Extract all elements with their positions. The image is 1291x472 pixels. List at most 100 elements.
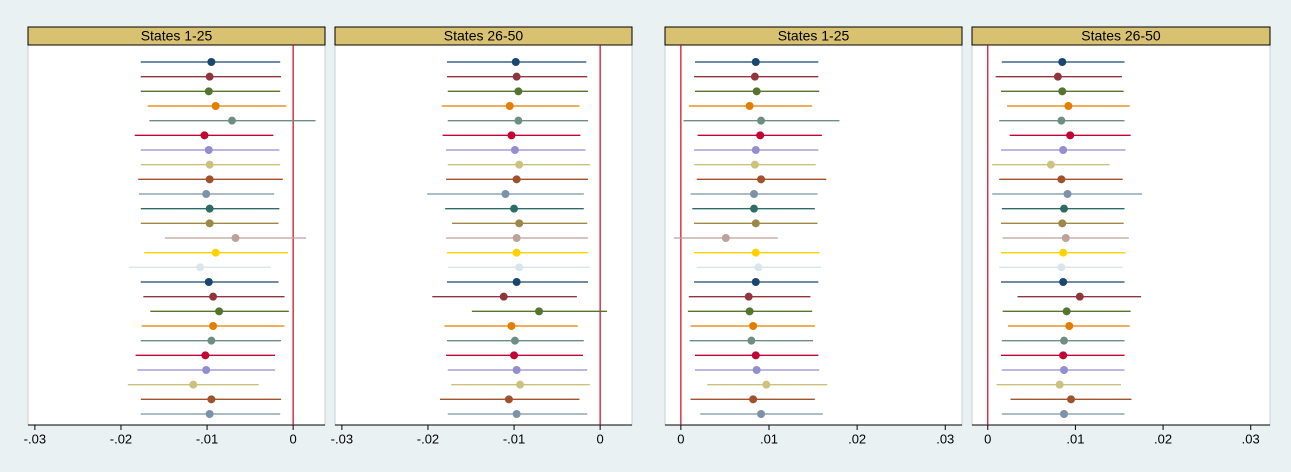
- point-estimate: [515, 160, 524, 169]
- point-estimate: [207, 58, 216, 66]
- panel: [971, 44, 1271, 426]
- point-estimate: [1059, 146, 1068, 154]
- point-estimate: [202, 366, 211, 374]
- point-estimate: [201, 351, 210, 360]
- point-estimate: [231, 234, 240, 242]
- point-estimate: [1058, 87, 1067, 96]
- point-estimate: [228, 116, 237, 125]
- point-estimate: [1057, 116, 1066, 125]
- point-estimate: [204, 278, 213, 286]
- point-estimate: [510, 146, 519, 154]
- point-estimate: [505, 102, 514, 110]
- point-estimate: [209, 292, 218, 301]
- point-estimate: [514, 87, 523, 96]
- panel-header: [334, 26, 633, 46]
- point-estimate: [215, 307, 224, 316]
- point-estimate: [211, 248, 220, 257]
- point-estimate: [1060, 410, 1069, 418]
- point-estimate: [200, 131, 209, 140]
- x-tick-label: 0: [597, 431, 604, 446]
- point-estimate: [205, 175, 214, 184]
- point-estimate: [512, 410, 521, 418]
- point-estimate: [750, 190, 759, 198]
- point-estimate: [205, 219, 214, 228]
- point-estimate: [535, 307, 544, 316]
- x-tick-label: .02: [848, 431, 866, 446]
- point-estimate: [499, 292, 508, 301]
- point-estimate: [750, 204, 759, 213]
- point-estimate: [510, 336, 519, 345]
- point-estimate: [205, 204, 214, 213]
- panel-header: [971, 26, 1271, 46]
- point-estimate: [504, 395, 513, 404]
- panel: [334, 44, 633, 426]
- point-estimate: [1055, 380, 1064, 389]
- point-estimate: [756, 131, 765, 140]
- panel-header: [664, 26, 963, 46]
- point-estimate: [1060, 204, 1069, 213]
- x-tick-label: .01: [760, 431, 778, 446]
- point-estimate: [751, 278, 760, 286]
- point-estimate: [507, 131, 516, 140]
- point-estimate: [751, 58, 760, 66]
- point-estimate: [745, 307, 754, 316]
- point-estimate: [510, 204, 519, 213]
- x-tick-label: -.01: [503, 431, 525, 446]
- point-estimate: [754, 263, 763, 272]
- x-tick-label: 0: [677, 431, 684, 446]
- point-estimate: [751, 146, 760, 154]
- point-estimate: [515, 219, 524, 228]
- point-estimate: [750, 160, 759, 169]
- panel-title: States 26-50: [1081, 28, 1161, 44]
- x-tick-label: .02: [1154, 431, 1172, 446]
- point-estimate: [1060, 336, 1069, 345]
- point-estimate: [512, 278, 521, 286]
- point-estimate: [749, 395, 758, 404]
- point-estimate: [1063, 190, 1072, 198]
- x-tick-label: -.03: [331, 431, 353, 446]
- point-estimate: [205, 410, 214, 418]
- point-estimate: [751, 248, 760, 257]
- point-estimate: [1058, 219, 1067, 228]
- point-estimate: [516, 380, 525, 389]
- point-estimate: [1064, 102, 1073, 110]
- point-estimate: [1067, 395, 1076, 404]
- point-estimate: [209, 322, 218, 330]
- point-estimate: [512, 248, 521, 257]
- point-estimate: [751, 219, 760, 228]
- x-tick-label: -.03: [24, 431, 46, 446]
- panel-title: States 1-25: [778, 28, 850, 44]
- panel-header: [27, 26, 326, 46]
- point-estimate: [205, 160, 214, 169]
- point-estimate: [721, 234, 730, 242]
- x-tick-label: -.01: [196, 431, 218, 446]
- panel: [27, 44, 326, 426]
- x-tick-label: -.02: [417, 431, 439, 446]
- point-estimate: [1060, 366, 1069, 374]
- point-estimate: [189, 380, 198, 389]
- point-estimate: [204, 146, 213, 154]
- point-estimate: [757, 410, 766, 418]
- x-tick-label: .03: [1242, 431, 1260, 446]
- point-estimate: [196, 263, 205, 272]
- point-estimate: [1046, 160, 1055, 169]
- point-estimate: [1061, 234, 1070, 242]
- x-tick-label: 0: [984, 431, 991, 446]
- point-estimate: [1059, 248, 1068, 257]
- point-estimate: [202, 190, 211, 198]
- x-tick-label: -.02: [110, 431, 132, 446]
- point-estimate: [204, 87, 213, 96]
- point-estimate: [205, 72, 214, 81]
- point-estimate: [512, 175, 521, 184]
- point-estimate: [207, 336, 216, 345]
- point-estimate: [751, 351, 760, 360]
- point-estimate: [501, 190, 510, 198]
- panel-title: States 1-25: [141, 28, 213, 44]
- point-estimate: [211, 102, 220, 110]
- point-estimate: [750, 72, 759, 81]
- point-estimate: [1066, 131, 1075, 140]
- x-tick-label: .03: [936, 431, 954, 446]
- panel-title: States 26-50: [444, 28, 524, 44]
- x-tick-label: .01: [1066, 431, 1084, 446]
